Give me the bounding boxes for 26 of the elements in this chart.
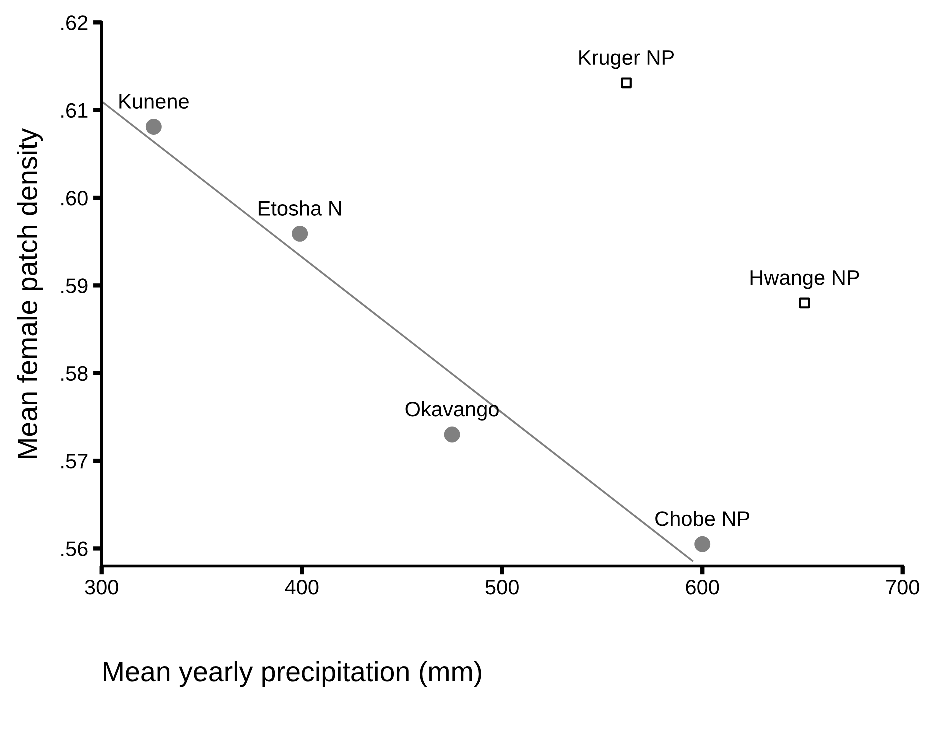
point — [292, 226, 308, 242]
x-tick-label: 700 — [886, 580, 920, 595]
x-tick-label: 400 — [285, 580, 319, 595]
point — [694, 536, 711, 552]
y-axis-title: Mean female patch density — [17, 128, 44, 458]
annotation: Kunene — [120, 94, 189, 109]
x-tick-label: 600 — [686, 580, 720, 595]
x-tick-label: 300 — [85, 580, 118, 595]
y-tick-label: .56 — [62, 542, 88, 556]
annotation: Hwange NP — [750, 270, 860, 290]
point — [621, 78, 632, 89]
y-tick-label: .62 — [62, 16, 88, 30]
y-tick-label: .59 — [62, 278, 88, 294]
y-tick-label: .61 — [62, 103, 88, 118]
annotation: Kruger NP — [580, 50, 674, 70]
point — [799, 298, 810, 309]
annotation: Chobe NP — [656, 511, 750, 526]
point — [444, 426, 460, 443]
y-tick-label: .58 — [62, 366, 88, 382]
x-tick-label: 500 — [486, 580, 519, 595]
x-axis-title: Mean yearly precipitation (mm) — [104, 661, 482, 688]
point — [146, 119, 162, 135]
annotation: Etosha N — [258, 200, 342, 216]
y-tick-label: .60 — [62, 191, 88, 206]
y-tick-label: .57 — [62, 454, 88, 469]
annotation: Okavango — [406, 401, 499, 421]
